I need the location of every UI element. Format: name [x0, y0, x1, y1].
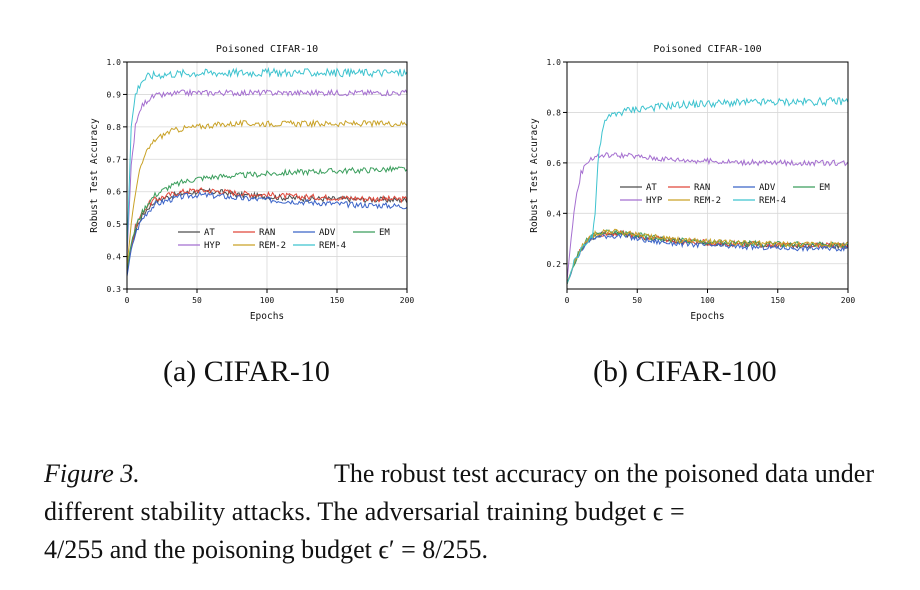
caption-label: Figure 3.	[44, 459, 140, 488]
chart-b: Poisoned CIFAR-100 0 50 100 150 200 0.2 0.4 0.6 0…	[529, 44, 856, 322]
y-tick-label: 0.8	[107, 123, 122, 132]
chart-title: Poisoned CIFAR-10	[216, 44, 318, 55]
subcaption-b: (b) CIFAR-100	[593, 355, 777, 388]
legend-label: REM-2	[259, 241, 286, 251]
legend-label: ADV	[759, 183, 776, 193]
caption-line-2: different stability attacks. The adversa…	[44, 497, 685, 526]
y-tick-label: 0.6	[547, 159, 562, 168]
caption-line1-text: The robust test accuracy on the poisoned…	[333, 459, 874, 488]
x-tick-label: 150	[771, 296, 786, 305]
x-axis-label: Epochs	[250, 311, 284, 322]
series-line-rem-2	[126, 118, 408, 267]
x-tick-label: 200	[841, 296, 856, 305]
series-line-adv	[126, 191, 408, 277]
series-line-hyp	[566, 151, 849, 281]
legend-entry-ran: RAN	[668, 183, 710, 193]
legend-label: AT	[204, 228, 215, 238]
y-axis-label: Robust Test Accuracy	[529, 118, 540, 233]
legend-entry-rem-4: REM-4	[293, 241, 346, 251]
y-tick-label: 1.0	[107, 58, 122, 67]
subcaption-a: (a) CIFAR-10	[163, 355, 330, 388]
legend-entry-rem-2: REM-2	[668, 196, 721, 206]
x-tick-label: 0	[125, 296, 130, 305]
legend-label: HYP	[204, 241, 221, 251]
legend-label: REM-2	[694, 196, 721, 206]
caption-line-3: 4/255 and the poisoning budget ϵ′ = 8/25…	[44, 535, 488, 564]
caption-line-1: Figure 3. The robust test accuracy on th…	[44, 455, 874, 493]
legend-entry-adv: ADV	[733, 183, 776, 193]
legend-entry-hyp: HYP	[178, 241, 221, 251]
legend-entry-em: EM	[793, 183, 830, 193]
y-tick-label: 0.4	[547, 209, 562, 218]
y-tick-label: 0.6	[107, 188, 122, 197]
series-line-hyp	[126, 88, 408, 256]
legend-label: RAN	[694, 183, 710, 193]
legend-label: REM-4	[759, 196, 786, 206]
x-tick-label: 100	[700, 296, 715, 305]
legend-label: ADV	[319, 228, 336, 238]
x-tick-label: 50	[632, 296, 642, 305]
x-tick-label: 0	[565, 296, 570, 305]
series-line-rem-4	[566, 96, 849, 284]
y-tick-label: 0.7	[107, 155, 122, 164]
x-tick-label: 150	[330, 296, 345, 305]
x-tick-label: 200	[400, 296, 415, 305]
grid	[566, 61, 849, 289]
y-tick-label: 0.5	[107, 220, 122, 229]
y-tick-label: 0.9	[107, 90, 122, 99]
x-tick-label: 100	[260, 296, 275, 305]
legend-entry-at: AT	[178, 228, 215, 238]
legend-entry-at: AT	[620, 183, 657, 193]
series-line-em	[566, 229, 848, 285]
legend-entry-adv: ADV	[293, 228, 336, 238]
y-tick-label: 1.0	[547, 58, 562, 67]
x-axis-label: Epochs	[690, 311, 724, 322]
y-axis-label: Robust Test Accuracy	[89, 118, 100, 233]
legend-label: EM	[379, 228, 390, 238]
legend-entry-ran: RAN	[233, 228, 275, 238]
legend-entry-rem-4: REM-4	[733, 196, 786, 206]
legend-label: REM-4	[319, 241, 346, 251]
series-line-em	[126, 165, 408, 271]
series-line-rem-2	[566, 228, 849, 284]
series-line-rem-4	[126, 66, 408, 251]
legend-entry-hyp: HYP	[620, 196, 663, 206]
chart-title: Poisoned CIFAR-100	[653, 44, 761, 55]
y-tick-label: 0.8	[547, 108, 562, 117]
x-tick-label: 50	[192, 296, 202, 305]
legend-label: RAN	[259, 228, 275, 238]
legend-label: EM	[819, 183, 830, 193]
figure-caption: Figure 3. The robust test accuracy on th…	[44, 455, 874, 569]
chart-a: Poisoned CIFAR-10 0 50 100 150 200 0.3 0.4 0.5 0.…	[89, 44, 415, 322]
y-tick-label: 0.4	[107, 253, 122, 262]
y-tick-label: 0.2	[547, 260, 562, 269]
y-tick-label: 0.3	[107, 285, 122, 294]
legend-entry-rem-2: REM-2	[233, 241, 286, 251]
legend-entry-em: EM	[353, 228, 390, 238]
legend-label: AT	[646, 183, 657, 193]
legend-label: HYP	[646, 196, 663, 206]
